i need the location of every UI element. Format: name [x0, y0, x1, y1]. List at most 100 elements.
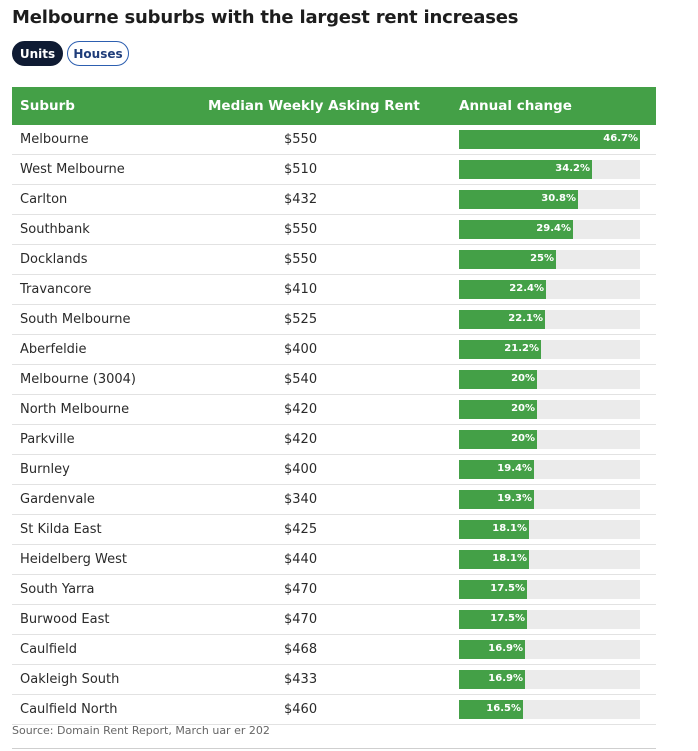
change-bar: 16.5%: [459, 700, 523, 719]
change-value-label: 30.8%: [541, 193, 576, 204]
suburb-name: Travancore: [20, 282, 92, 297]
change-bar-track: 22.1%: [459, 310, 640, 329]
change-value-label: 20%: [511, 373, 535, 384]
change-bar: 34.2%: [459, 160, 592, 179]
table-row: South Yarra $470 17.5%: [12, 575, 656, 605]
change-bar-track: 18.1%: [459, 550, 640, 569]
change-value-label: 20%: [511, 403, 535, 414]
change-bar-track: 18.1%: [459, 520, 640, 539]
change-bar-track: 29.4%: [459, 220, 640, 239]
median-rent: $460: [284, 702, 318, 717]
table-header: Suburb Median Weekly Asking Rent Annual …: [12, 87, 656, 125]
median-rent: $540: [284, 372, 318, 387]
units-toggle-button[interactable]: Units: [12, 41, 63, 66]
median-rent: $420: [284, 402, 318, 417]
change-value-label: 18.1%: [492, 553, 527, 564]
change-bar: 20%: [459, 400, 537, 419]
change-bar-track: 30.8%: [459, 190, 640, 209]
table-row: St Kilda East $425 18.1%: [12, 515, 656, 545]
median-rent: $470: [284, 582, 318, 597]
change-bar-track: 19.3%: [459, 490, 640, 509]
median-rent: $400: [284, 462, 318, 477]
change-value-label: 16.9%: [488, 643, 523, 654]
change-value-label: 46.7%: [603, 133, 638, 144]
suburb-name: St Kilda East: [20, 522, 102, 537]
change-value-label: 22.4%: [509, 283, 544, 294]
change-bar: 22.1%: [459, 310, 545, 329]
change-value-label: 19.4%: [497, 463, 532, 474]
change-bar: 46.7%: [459, 130, 640, 149]
suburb-name: Melbourne: [20, 132, 89, 147]
change-bar: 17.5%: [459, 610, 527, 629]
suburb-name: South Yarra: [20, 582, 95, 597]
table-row: Caulfield North $460 16.5%: [12, 695, 656, 725]
suburb-name: Docklands: [20, 252, 88, 267]
source-note: Source: Domain Rent Report, March uar er…: [12, 724, 270, 737]
median-rent: $425: [284, 522, 318, 537]
change-bar: 19.4%: [459, 460, 534, 479]
houses-toggle-button[interactable]: Houses: [67, 41, 129, 66]
change-bar-track: 22.4%: [459, 280, 640, 299]
suburb-name: Caulfield North: [20, 702, 118, 717]
change-bar-track: 20%: [459, 370, 640, 389]
suburb-name: North Melbourne: [20, 402, 130, 417]
change-value-label: 19.3%: [497, 493, 532, 504]
change-value-label: 21.2%: [504, 343, 539, 354]
change-value-label: 18.1%: [492, 523, 527, 534]
column-header-change: Annual change: [459, 98, 572, 114]
table-row: Oakleigh South $433 16.9%: [12, 665, 656, 695]
change-value-label: 17.5%: [490, 583, 525, 594]
median-rent: $410: [284, 282, 318, 297]
change-bar: 30.8%: [459, 190, 578, 209]
table-row: West Melbourne $510 34.2%: [12, 155, 656, 185]
suburb-name: Aberfeldie: [20, 342, 87, 357]
median-rent: $510: [284, 162, 318, 177]
change-bar-track: 16.9%: [459, 640, 640, 659]
table-row: Gardenvale $340 19.3%: [12, 485, 656, 515]
change-value-label: 34.2%: [555, 163, 590, 174]
change-bar: 18.1%: [459, 520, 529, 539]
table-row: Travancore $410 22.4%: [12, 275, 656, 305]
change-value-label: 17.5%: [490, 613, 525, 624]
median-rent: $420: [284, 432, 318, 447]
median-rent: $340: [284, 492, 318, 507]
suburb-name: Gardenvale: [20, 492, 95, 507]
change-bar: 29.4%: [459, 220, 573, 239]
suburb-name: Oakleigh South: [20, 672, 120, 687]
change-value-label: 20%: [511, 433, 535, 444]
column-header-rent: Median Weekly Asking Rent: [208, 98, 420, 114]
change-bar: 25%: [459, 250, 556, 269]
change-bar: 16.9%: [459, 640, 525, 659]
change-bar: 20%: [459, 370, 537, 389]
change-value-label: 22.1%: [508, 313, 543, 324]
change-bar: 22.4%: [459, 280, 546, 299]
median-rent: $433: [284, 672, 318, 687]
suburb-name: West Melbourne: [20, 162, 125, 177]
change-value-label: 25%: [530, 253, 554, 264]
table-row: Burnley $400 19.4%: [12, 455, 656, 485]
median-rent: $550: [284, 132, 318, 147]
table-row: Docklands $550 25%: [12, 245, 656, 275]
chart-title: Melbourne suburbs with the largest rent …: [12, 7, 519, 28]
rent-table: Suburb Median Weekly Asking Rent Annual …: [12, 87, 656, 725]
column-header-suburb: Suburb: [20, 98, 75, 114]
change-bar: 20%: [459, 430, 537, 449]
change-bar-track: 46.7%: [459, 130, 640, 149]
change-bar-track: 21.2%: [459, 340, 640, 359]
median-rent: $400: [284, 342, 318, 357]
median-rent: $432: [284, 192, 318, 207]
table-row: Southbank $550 29.4%: [12, 215, 656, 245]
median-rent: $550: [284, 222, 318, 237]
change-bar-track: 16.9%: [459, 670, 640, 689]
change-bar: 16.9%: [459, 670, 525, 689]
table-row: Heidelberg West $440 18.1%: [12, 545, 656, 575]
suburb-name: Heidelberg West: [20, 552, 127, 567]
property-type-toggle: Units Houses: [12, 41, 129, 66]
median-rent: $525: [284, 312, 318, 327]
change-bar: 18.1%: [459, 550, 529, 569]
change-value-label: 16.5%: [486, 703, 521, 714]
table-row: Melbourne (3004) $540 20%: [12, 365, 656, 395]
suburb-name: Burnley: [20, 462, 70, 477]
change-bar-track: 16.5%: [459, 700, 640, 719]
table-row: South Melbourne $525 22.1%: [12, 305, 656, 335]
